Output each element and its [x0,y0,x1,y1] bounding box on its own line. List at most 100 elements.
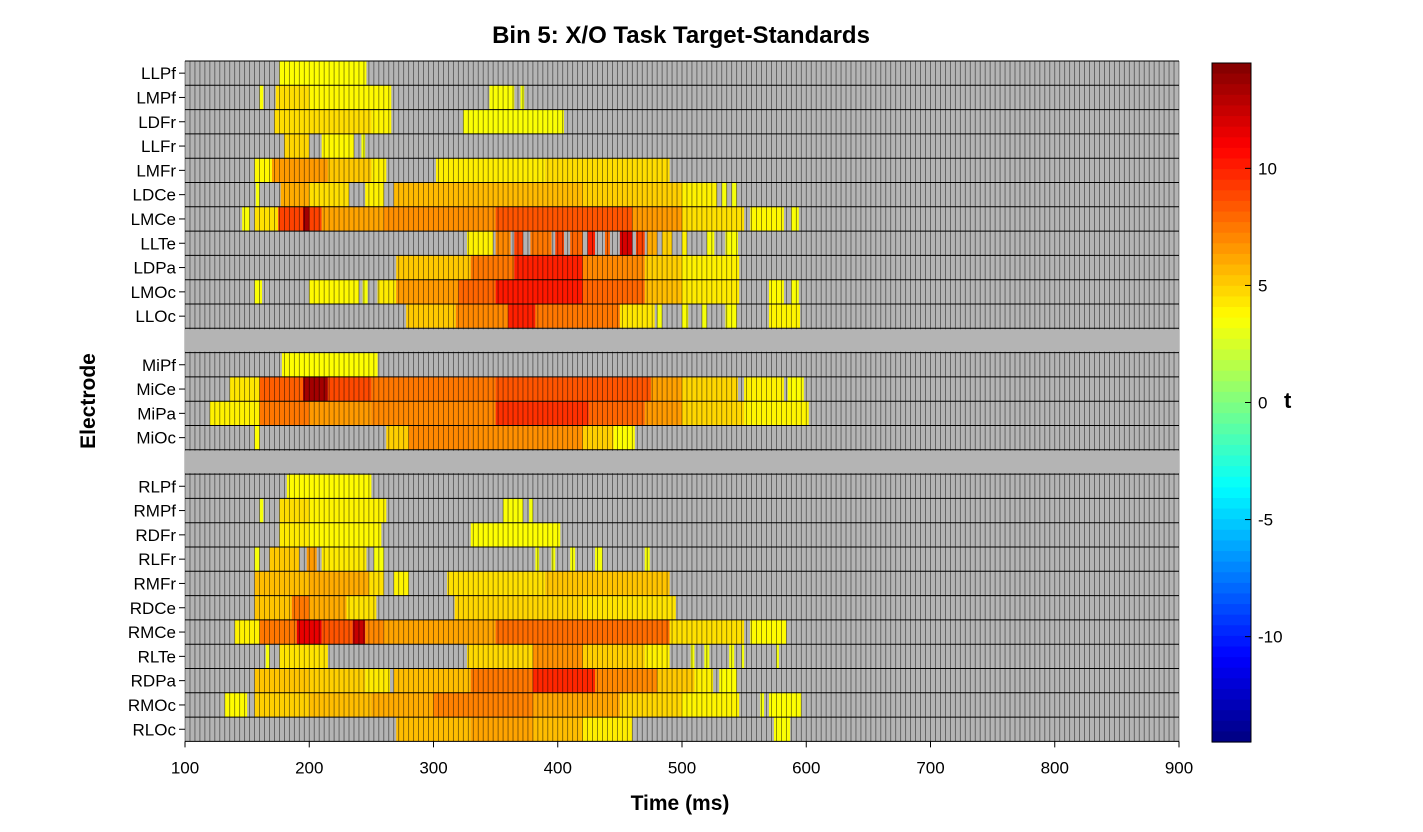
heatmap-cell [495,279,583,304]
heatmap-cell [259,498,264,523]
heatmap-cell [309,401,372,426]
colorbar-swatch [1212,381,1251,393]
colorbar-swatch [1212,179,1251,191]
heatmap-cell [458,279,496,304]
colorbar-swatch [1212,296,1251,308]
colorbar-swatch [1212,444,1251,457]
heatmap-cell [744,376,784,402]
heatmap-cell [254,571,310,596]
heatmap-cell [495,206,633,232]
heatmap-cell [725,304,737,329]
heatmap-cell [582,595,676,620]
heatmap-cell [555,231,564,256]
chart-title: Bin 5: X/O Task Target-Standards [492,22,870,49]
colorbar-swatch [1212,200,1251,213]
heatmap-cell [570,231,583,256]
x-tick-label: 600 [792,758,820,777]
colorbar-tick-label: 5 [1258,276,1267,295]
heatmap-cell [530,231,552,256]
electrode-label: LLOc [135,307,176,326]
electrode-label: RLOc [133,720,177,739]
heatmap-cell [396,279,459,304]
heatmap-cell [489,85,515,110]
electrode-label: LMCe [131,210,176,229]
heatmap-cell [467,231,494,256]
heatmap-cell [791,206,799,232]
colorbar-tick-label: 0 [1258,394,1267,413]
heatmap-cell [279,61,367,86]
group-gap [185,329,1179,352]
electrode-label: RLFr [138,550,176,569]
heatmap-cell [682,692,740,718]
heatmap-cell [275,85,310,110]
heatmap-cell [365,619,384,645]
colorbar-swatch [1212,710,1251,722]
heatmap-cell [657,304,663,329]
heatmap-cell [371,109,392,134]
electrode-label: MiOc [136,429,176,448]
heatmap-cell [447,571,546,596]
heatmap-cell [694,668,714,693]
heatmap-cell [535,547,540,572]
colorbar-swatch [1212,73,1251,85]
heatmap-cell [682,304,689,329]
colorbar-swatch [1212,487,1251,499]
heatmap-cell [682,231,687,256]
heatmap-cell [365,668,391,693]
x-tick-label: 800 [1041,758,1069,777]
colorbar-tick-label: 10 [1258,159,1277,178]
heatmap-cell [644,401,682,426]
electrode-label: RMCe [128,623,176,642]
colorbar-swatch [1212,529,1251,542]
heatmap-cell [254,668,310,693]
electrode-label: RMOc [128,696,177,715]
heatmap-cell [321,619,353,645]
electrode-labels: LLPf LMPf LDFr LLFr LMFr LDCe LMCe LLTe LDPa LMOc… [128,64,185,739]
x-axis-ticks: 100 200 300 400 500 600 700 800 900 [171,741,1193,777]
electrode-label: LMFr [136,161,176,180]
heatmap-cell [644,255,682,280]
heatmap-cell [690,644,695,669]
heatmap-cell [613,425,635,450]
heatmap-cell [619,231,633,256]
heatmap-cell [254,158,272,183]
heatmap-cell [741,644,745,669]
colorbar-tick-label: -5 [1258,511,1273,530]
electrode-label: RDFr [135,526,176,545]
colorbar-swatch [1212,84,1251,96]
x-axis-label: Time (ms) [631,792,730,815]
x-tick-label: 900 [1165,758,1193,777]
heatmap-cell [279,644,328,669]
heatmap-cell [259,376,304,402]
colorbar-swatch [1212,646,1251,658]
heatmap-cell [463,109,564,134]
heatmap-cell [281,352,378,377]
heatmap-cell [255,182,260,207]
colorbar-swatch [1212,699,1251,711]
heatmap-cell [259,85,264,110]
heatmap-cell [595,668,658,693]
heatmap-cell [309,595,347,620]
heatmap-cell [791,279,799,304]
colorbar-swatch [1212,614,1251,626]
heatmap-cell [393,571,409,596]
row-separators [185,60,1179,742]
colorbar-swatch [1212,232,1251,244]
heatmap-cell [470,522,561,547]
colorbar-swatch [1212,519,1251,531]
colorbar-swatch [1212,413,1251,425]
colorbar-swatch [1212,211,1251,223]
heatmap-cell [383,206,496,232]
heatmap-cell [532,668,596,693]
heatmap-cell [383,619,496,645]
heatmap-cell [470,668,533,693]
heatmap-cell [386,425,409,450]
heatmap-cell [731,182,737,207]
heatmap-cell [582,644,645,669]
heatmap-cell [254,692,310,718]
heatmap-cell [406,304,456,329]
heatmap-cell [271,158,328,183]
colorbar-swatch [1212,190,1251,202]
heatmap-cell [309,692,372,718]
